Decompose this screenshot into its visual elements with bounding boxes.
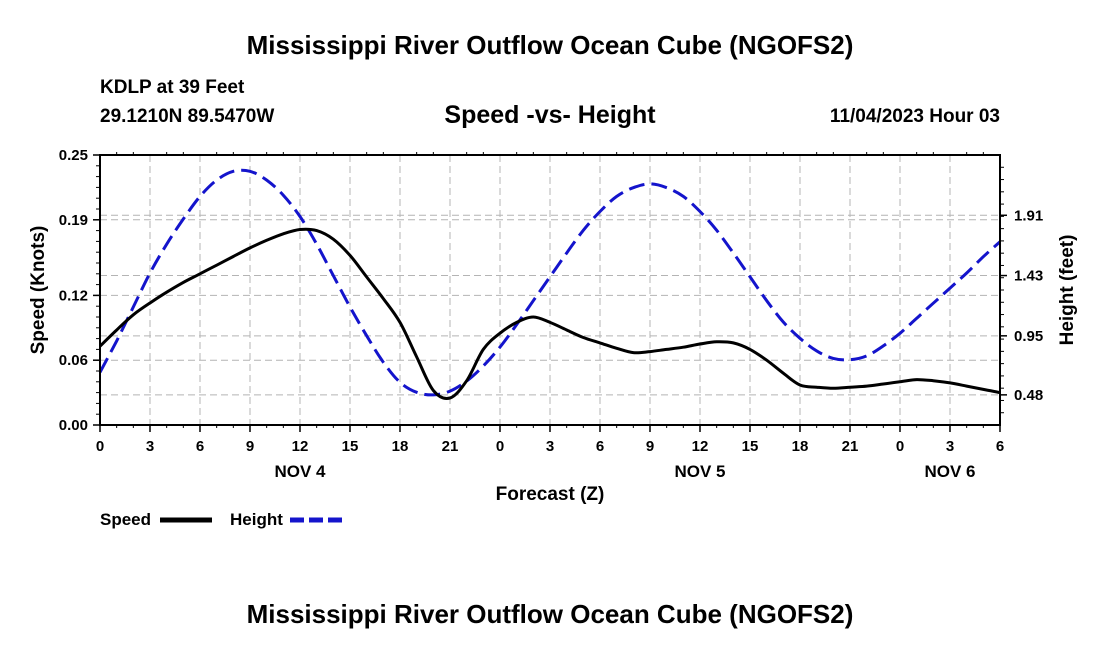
x-tick-label: 15 bbox=[742, 438, 759, 455]
x-tick-label: 3 bbox=[946, 438, 954, 455]
x-tick-label: 21 bbox=[442, 438, 459, 455]
y-tick-label: 0.06 bbox=[59, 352, 88, 369]
x-axis-title: Forecast (Z) bbox=[496, 484, 605, 505]
x-tick-label: 18 bbox=[392, 438, 409, 455]
label-layer: 0 3 6 9 12 15 18 21 0 3 6 9 12 15 18 21 0 3 6 NOV 4 NOV 5 NOV… bbox=[59, 147, 1043, 481]
y2-tick-label: 1.43 bbox=[1014, 268, 1043, 285]
y2-tick-label: 1.91 bbox=[1014, 207, 1043, 224]
tick-layer bbox=[93, 152, 1007, 432]
station-coordinates: 29.1210N 89.5470W bbox=[100, 106, 275, 127]
y-tick-label: 0.25 bbox=[59, 147, 88, 164]
y-tick-label: 0.12 bbox=[59, 287, 88, 304]
station-label: KDLP at 39 Feet bbox=[100, 77, 245, 98]
x-tick-label: 18 bbox=[792, 438, 809, 455]
x-tick-label: 12 bbox=[692, 438, 709, 455]
y-tick-label: 0.00 bbox=[59, 417, 88, 434]
y2-tick-label: 0.48 bbox=[1014, 387, 1043, 404]
day-label: NOV 6 bbox=[924, 462, 975, 481]
x-tick-label: 3 bbox=[146, 438, 154, 455]
x-tick-label: 6 bbox=[596, 438, 604, 455]
chart-subtitle: Speed -vs- Height bbox=[444, 101, 656, 129]
main-title: Mississippi River Outflow Ocean Cube (NG… bbox=[246, 30, 854, 60]
legend-height-label: Height bbox=[230, 510, 283, 529]
series-layer bbox=[98, 168, 1001, 400]
forecast-datetime: 11/04/2023 Hour 03 bbox=[829, 106, 1000, 127]
y-tick-label: 0.19 bbox=[59, 212, 88, 229]
height-series-line bbox=[98, 168, 1001, 397]
x-tick-label: 9 bbox=[646, 438, 654, 455]
x-tick-label: 21 bbox=[842, 438, 859, 455]
grid-layer bbox=[100, 155, 1000, 425]
x-tick-label: 9 bbox=[246, 438, 254, 455]
x-tick-label: 0 bbox=[96, 438, 104, 455]
y2-axis-title: Height (feet) bbox=[1057, 235, 1078, 346]
x-tick-label: 3 bbox=[546, 438, 554, 455]
y2-tick-label: 0.95 bbox=[1014, 328, 1043, 345]
legend-speed-label: Speed bbox=[100, 510, 152, 529]
x-tick-label: 6 bbox=[996, 438, 1004, 455]
x-tick-label: 0 bbox=[896, 438, 904, 455]
day-label: NOV 4 bbox=[274, 462, 326, 481]
x-tick-label: 6 bbox=[196, 438, 204, 455]
x-tick-label: 12 bbox=[292, 438, 309, 455]
day-label: NOV 5 bbox=[674, 462, 725, 481]
x-tick-label: 15 bbox=[342, 438, 359, 455]
x-tick-label: 0 bbox=[496, 438, 504, 455]
speed-series-line bbox=[98, 227, 1001, 400]
footer-title: Mississippi River Outflow Ocean Cube (NG… bbox=[246, 599, 854, 629]
y-axis-title: Speed (Knots) bbox=[28, 226, 49, 355]
